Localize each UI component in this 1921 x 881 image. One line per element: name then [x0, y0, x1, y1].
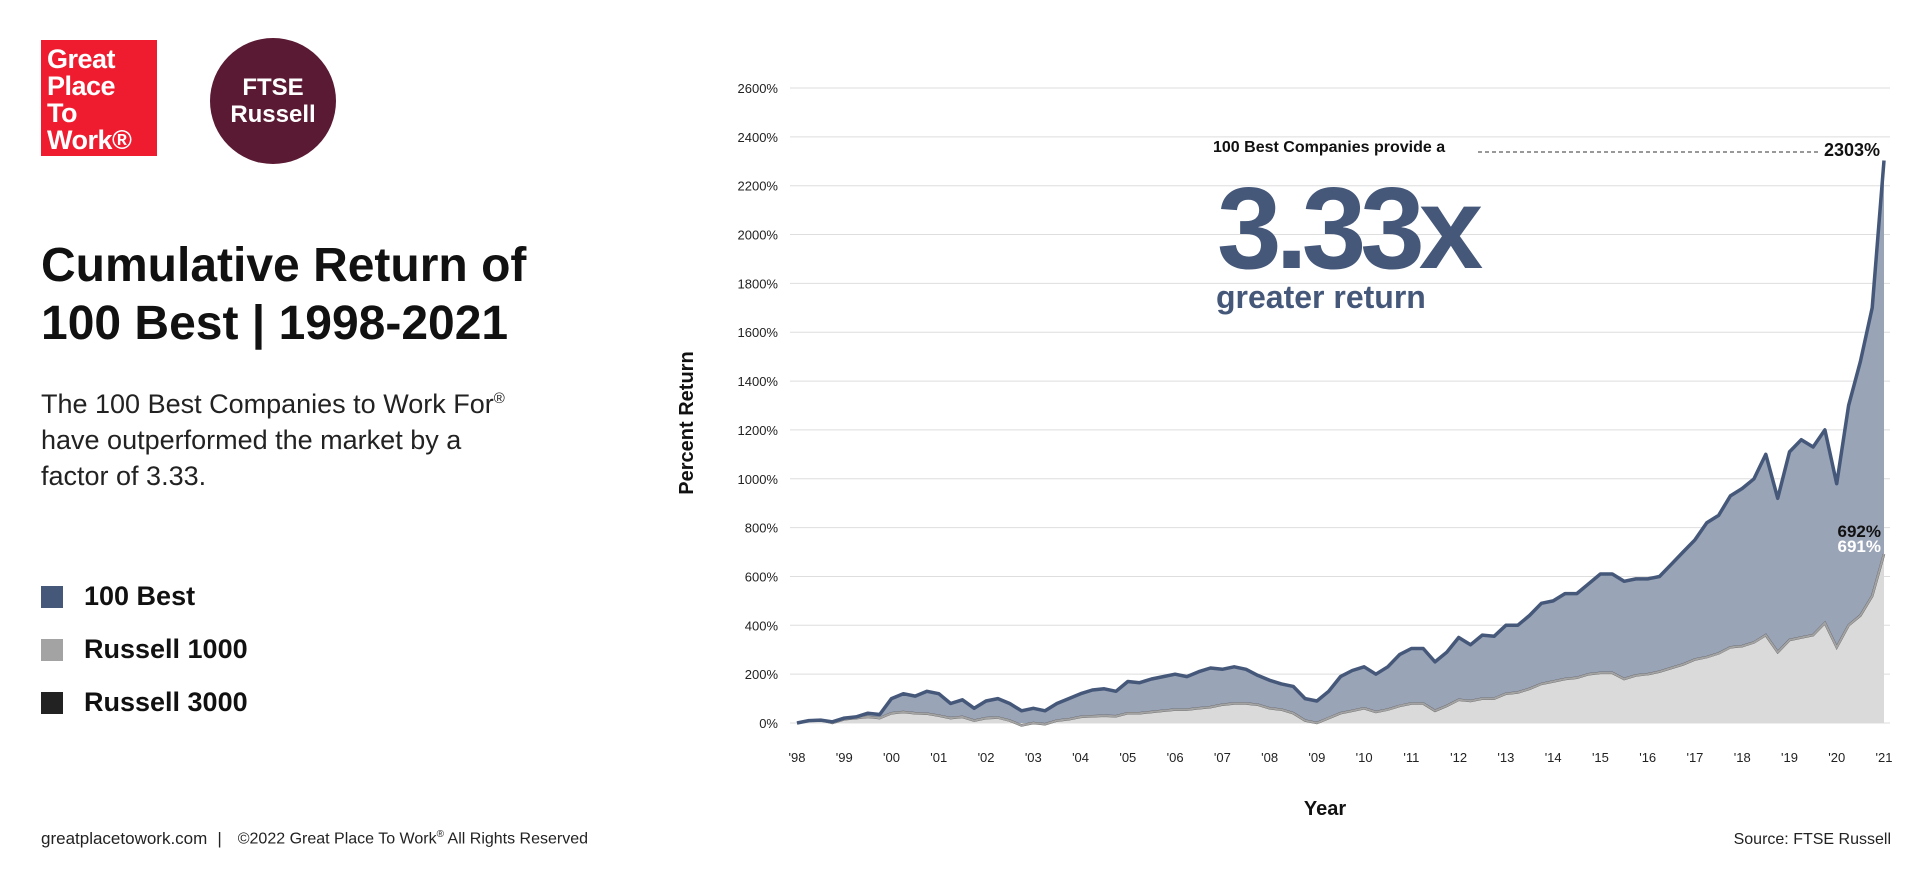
x-tick-label: '02	[978, 750, 995, 765]
y-tick-label: 600%	[745, 569, 779, 584]
line-russell-1000	[796, 553, 1885, 727]
legend-swatch-russell-3000	[41, 691, 63, 714]
x-tick-label: '18	[1734, 750, 1751, 765]
legend-label-100-best: 100 Best	[84, 581, 196, 611]
subtitle-line-1: The 100 Best Companies to Work For®	[41, 381, 561, 422]
x-tick-label: '98	[789, 750, 806, 765]
footer-site-link[interactable]: greatplacetowork.com	[41, 829, 208, 848]
x-tick-label: '15	[1592, 750, 1609, 765]
y-tick-label: 2000%	[738, 228, 779, 243]
x-tick-label: '13	[1497, 750, 1514, 765]
great-place-to-work-logo: Great Place To Work®	[41, 40, 157, 156]
x-tick-label: '03	[1025, 750, 1042, 765]
x-tick-label: '17	[1686, 750, 1703, 765]
legend-item-russell-3000: Russell 3000	[41, 676, 248, 729]
x-tick-label: '09	[1308, 750, 1325, 765]
subtitle-line-2: have outperformed the market by a	[41, 425, 462, 455]
x-tick-label: '14	[1545, 750, 1562, 765]
ftse-logo-line: Russell	[230, 101, 316, 128]
y-tick-label: 1600%	[738, 325, 779, 340]
legend-swatch-100-best	[41, 585, 63, 608]
y-tick-label: 200%	[745, 667, 779, 682]
legend-item-russell-1000: Russell 1000	[41, 623, 248, 676]
y-tick-label: 1400%	[738, 374, 779, 389]
x-tick-label: '04	[1072, 750, 1089, 765]
y-tick-label: 800%	[745, 521, 779, 536]
title-line-1: Cumulative Return of	[41, 239, 527, 292]
y-tick-label: 2400%	[738, 130, 779, 145]
x-tick-label: '11	[1403, 750, 1419, 765]
area-100-best	[797, 160, 1884, 723]
x-tick-label: '05	[1119, 750, 1136, 765]
ftse-logo-line: FTSE	[242, 74, 304, 101]
y-tick-label: 0%	[759, 716, 778, 731]
copyright-registered-mark: ®	[436, 829, 444, 841]
page-title: Cumulative Return of 100 Best | 1998-202…	[41, 237, 601, 353]
copyright-text: ©2022 Great Place To Work	[237, 830, 437, 848]
legend-label-russell-3000: Russell 3000	[84, 687, 248, 717]
y-tick-label: 1200%	[738, 423, 779, 438]
x-axis-title: Year	[1304, 798, 1346, 820]
legend-label-russell-1000: Russell 1000	[84, 634, 248, 664]
end-label-russell-3000: 691%	[1838, 537, 1881, 556]
footer-separator: |	[217, 829, 222, 848]
title-line-2: 100 Best | 1998-2021	[41, 297, 509, 350]
gptw-logo-line: Great	[47, 44, 116, 74]
area-russell	[797, 554, 1884, 726]
ftse-russell-logo: FTSE Russell	[210, 38, 336, 164]
footer-source: Source: FTSE Russell	[1733, 831, 1891, 848]
line-100-best	[796, 160, 1886, 725]
copyright-tail: All Rights Reserved	[443, 830, 589, 848]
subtitle-line-3: factor of 3.33.	[41, 461, 207, 491]
y-tick-label: 400%	[745, 618, 779, 633]
gptw-logo-line: Work®	[47, 125, 132, 155]
y-tick-label: 1800%	[738, 276, 779, 291]
y-axis-title: Percent Return	[676, 351, 698, 494]
y-tick-label: 2200%	[738, 179, 779, 194]
x-tick-label: '06	[1167, 750, 1184, 765]
legend-swatch-russell-1000	[41, 638, 63, 661]
headline-subtext: greater return	[1216, 279, 1426, 315]
callout-text: 100 Best Companies provide a	[1213, 139, 1445, 156]
gptw-logo-line: To	[47, 98, 77, 128]
y-tick-label: 2600%	[738, 81, 779, 96]
headline-multiplier: 3.33x	[1217, 163, 1483, 293]
legend-item-100-best: 100 Best	[41, 570, 248, 623]
x-tick-label: '19	[1781, 750, 1798, 765]
x-tick-label: '10	[1356, 750, 1373, 765]
chart-legend: 100 Best Russell 1000 Russell 3000	[41, 570, 248, 729]
x-tick-label: '16	[1639, 750, 1656, 765]
x-tick-label: '20	[1828, 750, 1845, 765]
x-tick-label: '21	[1876, 750, 1893, 765]
subtitle-line-1-text: The 100 Best Companies to Work For	[41, 389, 494, 419]
gptw-logo-line: Place	[47, 71, 116, 101]
x-tick-label: '01	[930, 750, 947, 765]
end-label-russell-1000: 692%	[1838, 522, 1881, 541]
registered-mark: ®	[493, 390, 505, 407]
footer-left: greatplacetowork.com | ©2022 Great Place…	[41, 829, 588, 849]
end-label-100-best: 2303%	[1824, 140, 1880, 160]
x-tick-label: '12	[1450, 750, 1467, 765]
y-tick-label: 1000%	[738, 472, 779, 487]
x-tick-label: '07	[1214, 750, 1231, 765]
footer-copyright: ©2022 Great Place To Work® All Rights Re…	[238, 829, 588, 848]
x-tick-label: '00	[883, 750, 900, 765]
page-subtitle: The 100 Best Companies to Work For® have…	[41, 381, 561, 494]
x-tick-label: '08	[1261, 750, 1278, 765]
x-tick-label: '99	[836, 750, 853, 765]
